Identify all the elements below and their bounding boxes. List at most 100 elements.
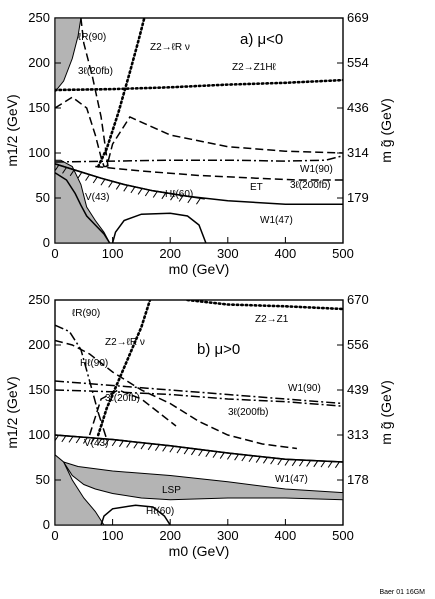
hatch-mark (123, 185, 129, 192)
curve-label: 3ℓ(20fb) (78, 66, 113, 77)
curve-label: Z2→Z1 (255, 314, 289, 325)
plot-frame (54, 17, 344, 244)
hatch-mark (291, 459, 297, 467)
hatch-mark (154, 444, 160, 451)
x-tick-label: 500 (332, 246, 354, 261)
hatch-mark (137, 188, 143, 195)
panel-b: 0 100 200 300 400 500 0 50 100 150 200 250 178 313 439… (4, 292, 394, 559)
curve-label: Hℓ(60) (146, 506, 174, 517)
y-tick-label: 100 (28, 427, 50, 442)
hatch-mark (77, 171, 83, 179)
y-tick-label: 250 (28, 10, 50, 25)
x-tick-label: 0 (51, 528, 58, 543)
series-6 (111, 212, 207, 243)
curve-label: W1(47) (260, 215, 293, 226)
series-4 (55, 380, 343, 405)
hatch-mark (104, 438, 110, 446)
series-0 (55, 78, 343, 92)
y-axis-title: m1/2 (GeV) (4, 94, 20, 166)
x-tick-label: 0 (51, 246, 58, 261)
hatch-mark (248, 455, 254, 463)
hatch-mark (161, 192, 167, 200)
curve-label: ℓR(90) (72, 308, 100, 319)
hatch-mark (130, 186, 136, 194)
series-9 (100, 504, 171, 525)
hatch-mark (108, 181, 114, 188)
x-tick-label: 100 (102, 246, 124, 261)
hatch-mark (97, 438, 103, 445)
hatch-mark (140, 442, 146, 450)
hatch-mark (284, 459, 290, 466)
x-tick-label: 300 (217, 246, 239, 261)
y-tick-label: 200 (28, 337, 50, 352)
hatch-mark (69, 169, 75, 177)
hatch-mark (85, 174, 90, 181)
hatch-mark (147, 443, 153, 451)
hatch-mark (198, 449, 204, 457)
curve-label: ET (250, 182, 263, 193)
plot-frame (54, 299, 344, 526)
series-8 (55, 434, 343, 463)
hatch-mark (61, 435, 67, 443)
hatch-mark (219, 452, 225, 459)
curve-label: W1(90) (288, 383, 321, 394)
hatch-mark (82, 437, 88, 444)
right-tick-label: 314 (347, 145, 369, 160)
curve-label: W1(47) (275, 474, 308, 485)
hatch-mark (205, 450, 211, 458)
hatch-mark (327, 461, 333, 468)
right-tick-label: 556 (347, 337, 369, 352)
right-tick-label: 313 (347, 427, 369, 442)
curve-label: V(43) (85, 192, 109, 203)
curve-label: Z2→Z1Hℓ (232, 62, 277, 73)
curve-label: 3ℓ(20fb) (105, 393, 140, 404)
right-tick-label: 178 (347, 472, 369, 487)
hatch-mark (234, 453, 240, 461)
hatch-mark (255, 456, 261, 463)
hatch-mark (212, 451, 218, 458)
curve-label: V(43) (84, 438, 108, 449)
hatch-mark (111, 439, 117, 447)
hatch-mark (187, 196, 193, 204)
hatch-mark (169, 445, 175, 453)
hatch-mark (92, 176, 98, 184)
hatch-mark (176, 446, 182, 454)
credit-label: Baer 01 16GM (379, 589, 425, 596)
hatch-mark (100, 178, 106, 186)
curve-label: ℓR(90) (78, 32, 106, 43)
series-3 (55, 96, 343, 168)
series-1 (96, 300, 152, 437)
hatch-mark (241, 454, 247, 462)
hatch-mark (262, 457, 268, 464)
region-excluded-top-left (55, 18, 82, 93)
x-tick-label: 200 (159, 528, 181, 543)
x-tick-label: 300 (217, 528, 239, 543)
series-3 (55, 389, 343, 407)
curve-label: Z2→ℓR ν (150, 42, 190, 53)
right-axis-title: m g̃ (GeV) (378, 380, 394, 445)
right-tick-label: 179 (347, 190, 369, 205)
right-axis-title: m g̃ (GeV) (378, 98, 394, 163)
y-tick-label: 50 (36, 472, 50, 487)
x-axis-title: m0 (GeV) (169, 261, 230, 277)
hatch-mark (162, 445, 168, 452)
panel-a: 0 100 200 300 400 500 0 50 100 150 200 250 179 314 436… (4, 10, 394, 277)
curve-label: LSP (162, 485, 181, 496)
right-tick-label: 554 (347, 55, 369, 70)
region-excluded-left (55, 454, 105, 525)
curve-label: 3ℓ(200fb) (290, 180, 330, 191)
series-5 (55, 154, 343, 163)
hatch-mark (115, 183, 121, 190)
series-5 (55, 339, 297, 450)
y-tick-label: 50 (36, 190, 50, 205)
curve-label: 3ℓ(200fb) (228, 407, 268, 418)
series-6 (88, 389, 177, 436)
y-tick-label: 200 (28, 55, 50, 70)
hatch-mark (306, 460, 312, 467)
hatch-mark (118, 440, 124, 447)
series-9 (55, 172, 111, 243)
series-2 (96, 18, 146, 168)
y-tick-label: 150 (28, 100, 50, 115)
x-tick-label: 500 (332, 528, 354, 543)
region-lsp-band (62, 461, 343, 501)
